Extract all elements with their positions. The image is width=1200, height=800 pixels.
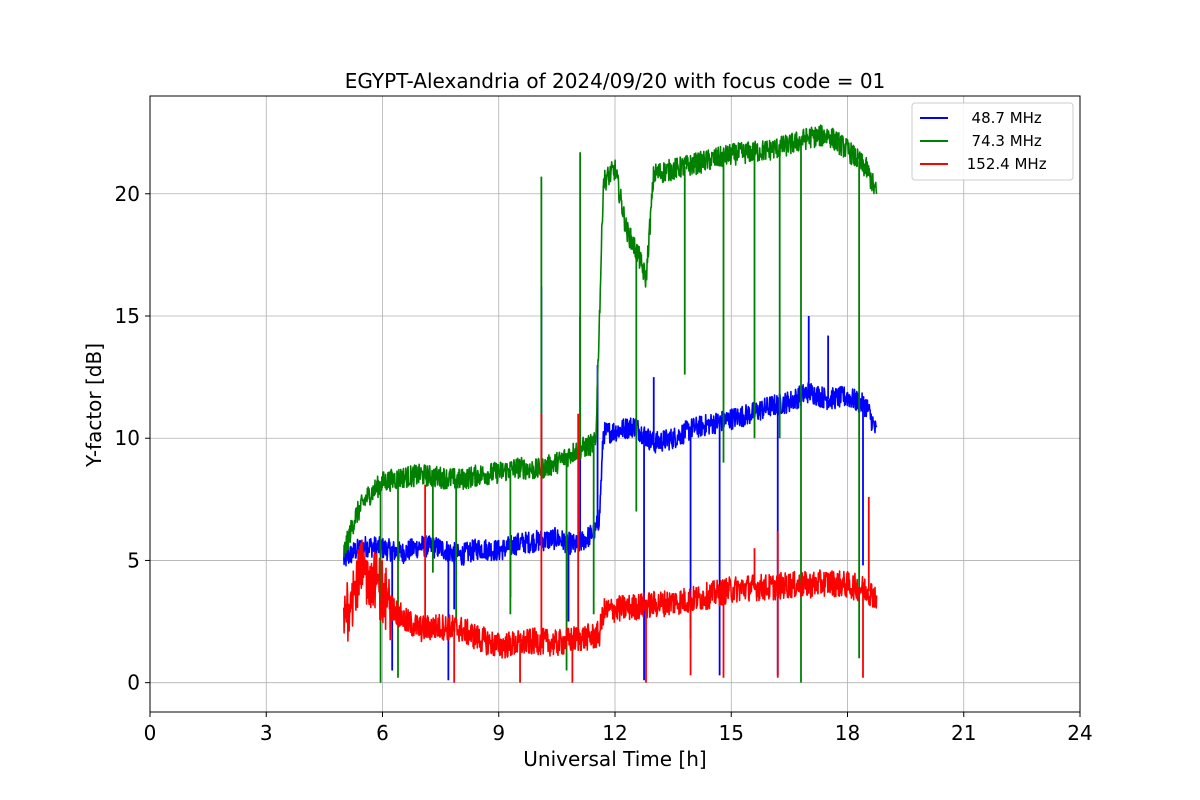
x-axis-label: Universal Time [h] <box>523 747 706 771</box>
x-tick-label: 6 <box>376 721 389 745</box>
legend-label: 74.3 MHz <box>962 132 1042 150</box>
series-layer <box>343 124 878 683</box>
y-tick-label: 0 <box>127 671 140 695</box>
x-tick-label: 18 <box>835 721 860 745</box>
x-tick-label: 12 <box>602 721 627 745</box>
x-axis: 0 3 6 9 12 15 18 21 24 <box>144 712 1093 745</box>
y-tick-label: 10 <box>115 426 140 450</box>
x-tick-label: 15 <box>719 721 744 745</box>
legend-box <box>911 102 1074 181</box>
chart-title: EGYPT-Alexandria of 2024/09/20 with focu… <box>345 69 886 93</box>
y-tick-label: 15 <box>115 304 140 328</box>
legend-label: 152.4 MHz <box>962 155 1047 173</box>
x-tick-label: 3 <box>260 721 273 745</box>
x-tick-label: 9 <box>492 721 505 745</box>
series-3 <box>343 413 878 683</box>
x-tick-label: 24 <box>1067 721 1092 745</box>
series-line <box>343 539 878 659</box>
series-2 <box>343 124 878 683</box>
y-axis-label: Y-factor [dB] <box>82 343 106 468</box>
x-tick-label: 0 <box>144 721 157 745</box>
y-tick-label: 20 <box>115 182 140 206</box>
y-axis: 0 5 10 15 20 <box>115 182 150 695</box>
x-tick-label: 21 <box>951 721 976 745</box>
legend-label: 48.7 MHz <box>962 109 1042 127</box>
y-tick-label: 5 <box>127 548 140 572</box>
legend: 48.7 MHz 74.3 MHz 152.4 MHz <box>911 102 1074 181</box>
